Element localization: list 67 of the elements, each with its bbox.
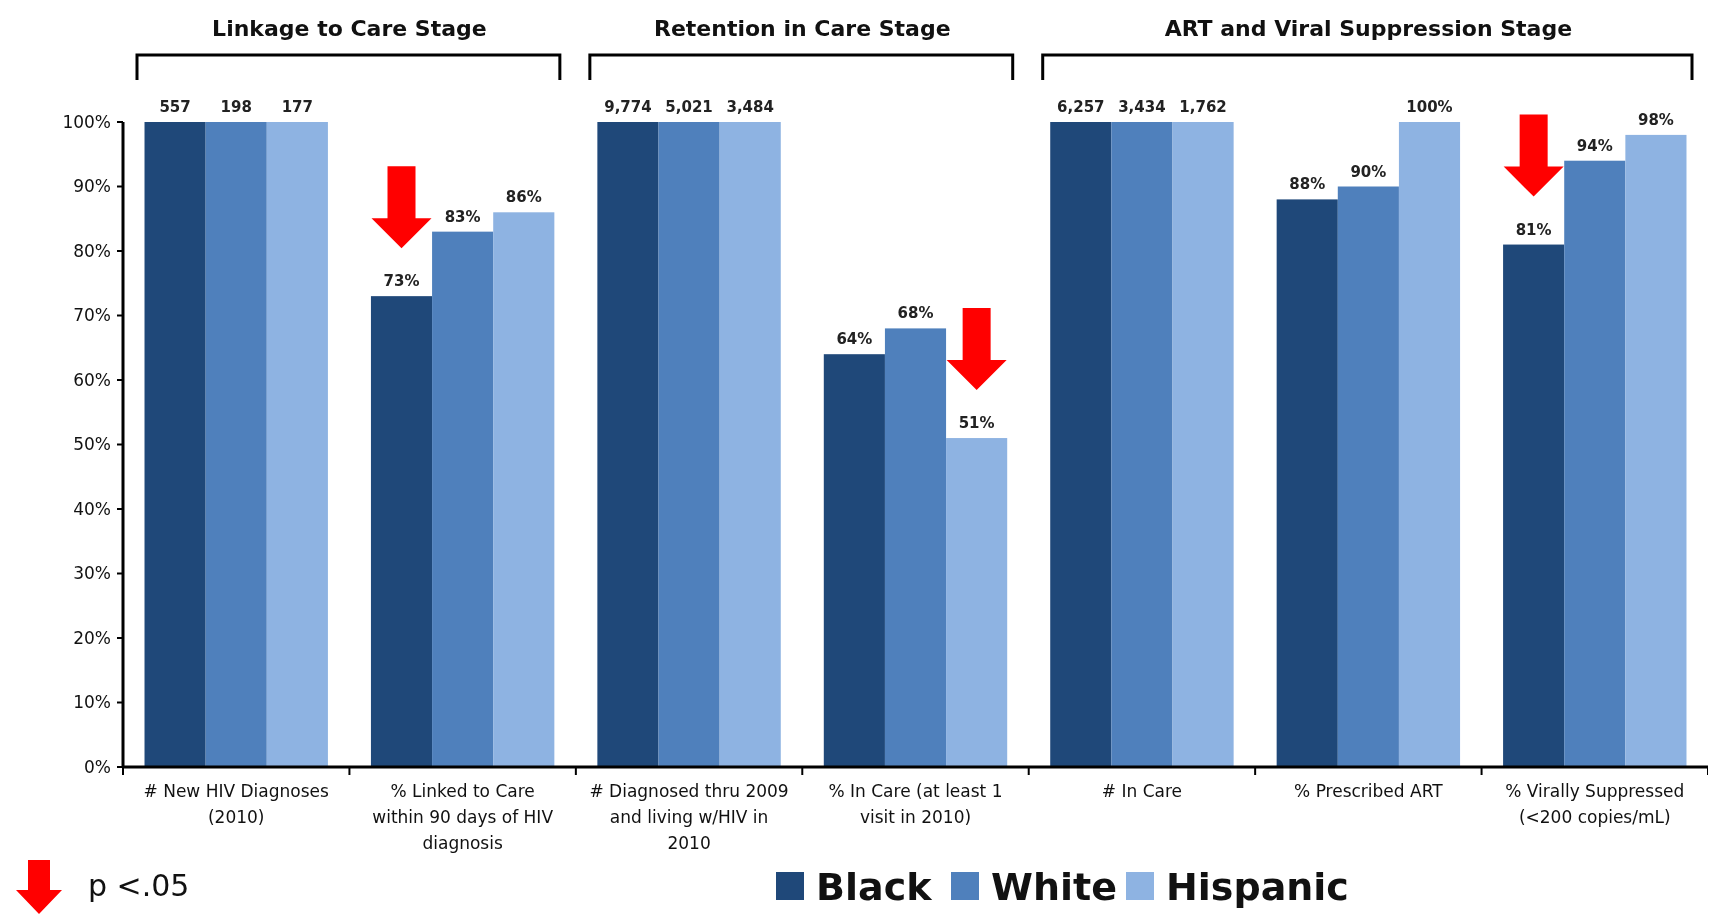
bar [370,296,433,767]
text: p <.05 [88,868,190,903]
text: 557 [159,98,191,116]
bar [719,122,781,767]
data-label: 90% [1350,162,1387,181]
data-label: 81% [1515,220,1552,239]
bar [1276,199,1338,767]
text: 177 [281,98,314,116]
text: 198 [220,98,252,116]
bar [1398,122,1461,767]
data-label: 100% [1406,98,1453,116]
bar [266,122,328,767]
bar [205,122,267,767]
x-tick-label: % In Care (at least 1 visit in 2010) [828,781,1003,827]
data-label: 88% [1289,175,1326,194]
bar [1111,122,1173,767]
x-tick-label: % Virally Suppressed (<200 copies/mL) [1505,781,1685,827]
bar [884,328,947,767]
data-label: 73% [383,272,420,291]
bar [1050,122,1112,767]
text: 3,434 [1118,98,1166,116]
data-label: 68% [897,304,934,323]
y-tick-label: 70% [73,305,111,326]
data-label: 83% [444,207,481,226]
bar [1503,244,1565,767]
y-tick-label: 80% [73,240,111,261]
x-tick-label: % Linked to Care within 90 days of HIV diagnosis [372,781,554,853]
bar [946,438,1008,767]
y-tick-label: 30% [73,563,111,584]
data-label: 98% [1637,110,1674,129]
y-tick-label: 20% [73,627,111,648]
data-label: 51% [958,414,995,433]
data-label: 94% [1576,136,1613,155]
y-tick-label: 60% [73,369,111,390]
bar [597,122,659,767]
y-tick-label: 10% [73,692,111,713]
y-tick-label: 40% [73,498,111,519]
text: Linkage to Care Stage [212,16,487,41]
y-tick-label: 100% [62,111,111,132]
bar [658,122,720,767]
text: 1,762 [1179,98,1227,116]
bar [493,212,555,767]
x-tick-label: # New HIV Diagnoses (2010) [143,781,330,827]
y-tick-label: 0% [84,756,111,777]
y-tick-label: 50% [73,434,111,455]
legend-label: Black [816,865,933,909]
x-tick-label: # In Care [1101,781,1183,801]
data-label: 64% [836,330,873,349]
bar [1625,134,1687,767]
bar [1564,160,1626,767]
data-label: 86% [505,188,542,207]
bar [1337,186,1399,767]
bar [1172,122,1234,767]
text: 5,021 [665,98,713,116]
text: 6,257 [1057,98,1105,116]
text: Retention in Care Stage [653,16,951,41]
text: 3,484 [726,98,774,116]
legend-label: White [991,865,1117,909]
text: 9,774 [604,98,652,116]
bar [823,354,885,767]
x-tick-label: # Diagnosed thru 2009 and living w/HIV in 2010 [589,781,789,853]
legend-label: Hispanic [1166,865,1349,909]
bar [144,122,206,767]
bar [432,231,494,767]
y-tick-label: 90% [73,176,111,197]
x-tick-label: % Prescribed ART [1294,781,1444,801]
text: ART and Viral Suppression Stage [1164,16,1573,41]
